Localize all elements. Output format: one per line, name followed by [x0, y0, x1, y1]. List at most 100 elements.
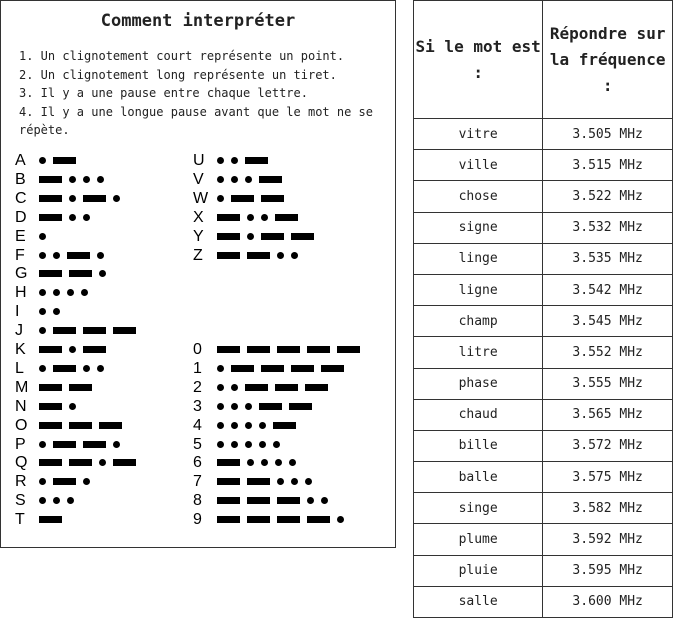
morse-character: H	[15, 284, 27, 302]
morse-row-digit-4: 4	[193, 416, 303, 435]
morse-code	[39, 440, 127, 448]
morse-character: C	[15, 189, 27, 207]
morse-row-e: E	[15, 227, 53, 246]
morse-code	[39, 289, 95, 297]
morse-dot	[217, 157, 224, 164]
rule-item: 3. Il y a une pause entre chaque lettre.	[19, 86, 308, 100]
morse-code	[217, 459, 303, 467]
word-cell: plume	[412, 523, 544, 556]
morse-character: O	[15, 416, 28, 434]
word-cell: litre	[412, 336, 544, 369]
morse-dot	[217, 421, 224, 429]
morse-dash	[231, 364, 254, 372]
word-cell: vitre	[412, 117, 544, 151]
morse-row-y: Y	[193, 227, 321, 246]
morse-dot	[217, 194, 224, 202]
morse-character: V	[193, 170, 204, 188]
morse-dot	[39, 232, 46, 240]
morse-character: P	[15, 435, 26, 453]
morse-dot	[97, 175, 104, 183]
morse-row-c: C	[15, 189, 127, 208]
morse-dot	[69, 194, 76, 202]
morse-dash	[53, 440, 76, 448]
morse-dash	[231, 194, 254, 202]
morse-character: 1	[193, 359, 202, 377]
morse-dot	[217, 364, 224, 372]
morse-dot	[97, 251, 104, 259]
morse-dot	[99, 270, 106, 278]
morse-dash	[53, 364, 76, 372]
morse-row-digit-8: 8	[193, 491, 335, 510]
morse-dash	[277, 516, 300, 524]
morse-code	[39, 175, 111, 183]
morse-dot	[231, 421, 238, 429]
morse-row-t: T	[15, 510, 69, 529]
morse-dot	[69, 402, 76, 410]
table-row: ligne 3.542 MHz	[412, 273, 673, 307]
morse-row-m: M	[15, 378, 99, 397]
morse-character: M	[15, 378, 29, 396]
morse-row-u: U	[193, 151, 275, 170]
morse-dash	[39, 175, 62, 183]
morse-dash	[275, 213, 298, 221]
morse-dash	[217, 232, 240, 240]
morse-dash	[261, 232, 284, 240]
morse-dash	[39, 194, 62, 202]
morse-dot	[53, 289, 60, 297]
morse-character: A	[15, 152, 26, 169]
morse-character: W	[193, 189, 209, 207]
morse-dot	[217, 383, 224, 391]
morse-dot	[39, 289, 46, 297]
table-row: vitre 3.505 MHz	[412, 117, 673, 151]
table-row: ville 3.515 MHz	[412, 149, 673, 182]
word-cell: balle	[412, 461, 544, 494]
morse-character: B	[15, 170, 26, 188]
table-row: phase 3.555 MHz	[412, 367, 673, 400]
morse-dot	[291, 478, 298, 486]
morse-code	[39, 459, 143, 467]
word-cell: phase	[412, 367, 544, 400]
morse-character: L	[15, 359, 24, 377]
morse-dash	[307, 346, 330, 353]
morse-dot	[291, 251, 298, 259]
morse-code	[39, 383, 99, 391]
morse-character: 3	[193, 397, 202, 415]
frequency-cell: 3.600 MHz	[542, 585, 673, 619]
morse-row-digit-1: 1	[193, 359, 351, 378]
morse-row-j: J	[15, 321, 143, 340]
instructions-title: Comment interpréter	[100, 11, 296, 31]
morse-dot	[231, 157, 238, 164]
rule-item: 1. Un clignotement court représente un p…	[19, 49, 345, 63]
morse-dash	[67, 251, 90, 259]
frequency-cell: 3.552 MHz	[542, 336, 673, 369]
word-cell: champ	[412, 305, 544, 338]
frequency-cell: 3.535 MHz	[542, 242, 673, 275]
morse-row-l: L	[15, 359, 111, 378]
morse-dot	[217, 440, 224, 448]
morse-row-x: X	[193, 208, 305, 227]
morse-dash	[245, 383, 268, 391]
table-row: bille 3.572 MHz	[412, 429, 673, 463]
morse-character: S	[15, 492, 26, 510]
morse-character: 8	[193, 492, 202, 510]
morse-row-a: A	[15, 151, 83, 170]
morse-code	[39, 270, 113, 278]
morse-dot	[245, 402, 252, 410]
morse-code	[217, 478, 319, 486]
frequency-cell: 3.505 MHz	[542, 117, 673, 151]
morse-dash	[39, 270, 62, 278]
morse-dot	[277, 251, 284, 259]
morse-dash	[53, 327, 76, 335]
morse-dash	[217, 346, 240, 353]
morse-code	[217, 421, 303, 429]
frequency-cell: 3.592 MHz	[542, 523, 673, 556]
morse-dot	[39, 478, 46, 486]
morse-code	[39, 402, 83, 410]
morse-dot	[97, 364, 104, 372]
morse-dash	[39, 383, 62, 391]
morse-dash	[39, 346, 62, 353]
morse-row-s: S	[15, 491, 81, 510]
morse-dot	[261, 213, 268, 221]
morse-character: 0	[193, 341, 202, 358]
morse-dash	[217, 497, 240, 505]
